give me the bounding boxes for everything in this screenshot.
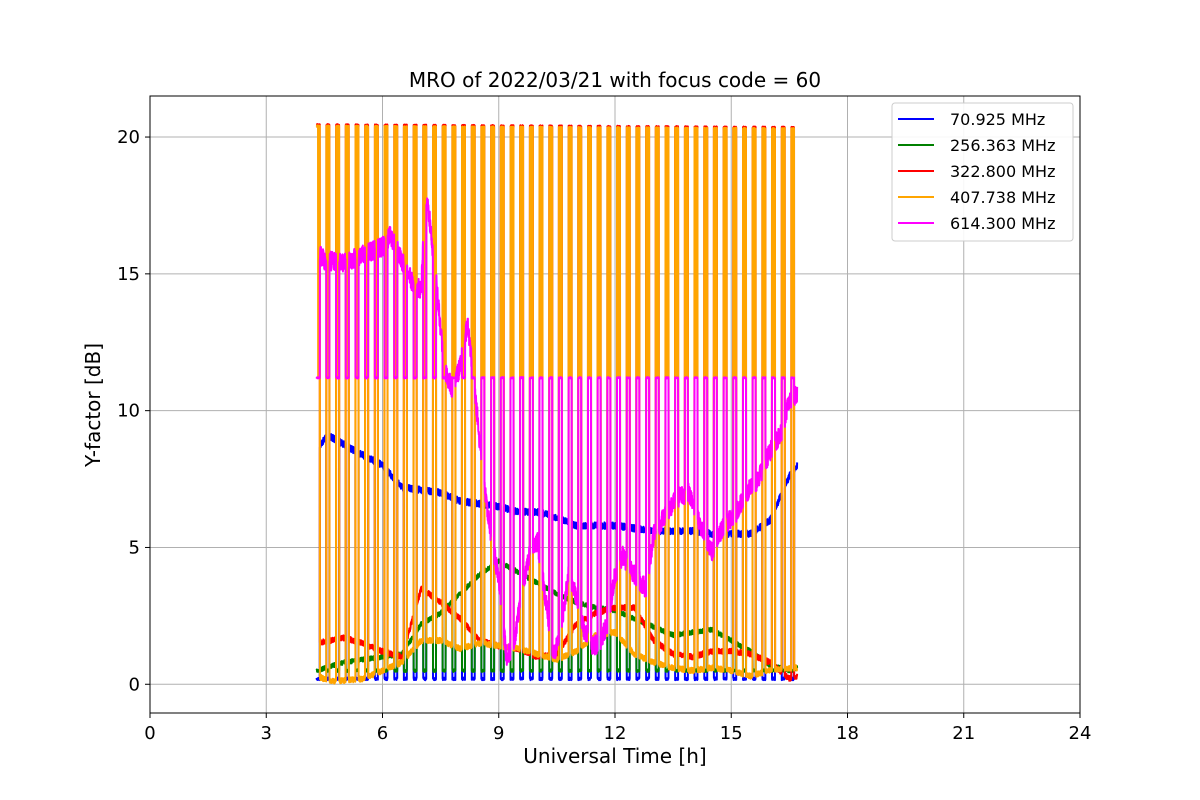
y-tick-label: 5 xyxy=(129,537,140,558)
legend-label-2: 322.800 MHz xyxy=(950,162,1055,181)
y-tick-label: 20 xyxy=(117,127,140,148)
x-tick-label: 18 xyxy=(836,723,859,744)
x-tick-label: 3 xyxy=(261,723,272,744)
legend-label-3: 407.738 MHz xyxy=(950,188,1055,207)
x-tick-label: 0 xyxy=(144,723,155,744)
y-tick-label: 15 xyxy=(117,264,140,285)
series-line-3 xyxy=(315,124,798,685)
chart-title: MRO of 2022/03/21 with focus code = 60 xyxy=(409,68,821,92)
legend-label-0: 70.925 MHz xyxy=(950,110,1045,129)
axis-ticks: 0 3 6 9 12 15 18 21 24 0 5 10 15 20 xyxy=(117,127,1091,744)
y-axis-title: Y-factor [dB] xyxy=(81,343,105,468)
x-tick-label: 9 xyxy=(493,723,504,744)
legend-box xyxy=(891,102,1074,242)
x-tick-label: 24 xyxy=(1069,723,1092,744)
x-tick-label: 6 xyxy=(377,723,388,744)
x-tick-label: 12 xyxy=(604,723,627,744)
x-axis-title: Universal Time [h] xyxy=(523,744,706,768)
x-tick-label: 21 xyxy=(952,723,975,744)
legend-label-1: 256.363 MHz xyxy=(950,136,1055,155)
y-tick-label: 0 xyxy=(129,674,140,695)
y-tick-label: 10 xyxy=(117,401,140,422)
x-tick-label: 15 xyxy=(720,723,743,744)
series-layer xyxy=(315,123,799,685)
series-line-4 xyxy=(315,197,799,666)
legend: 70.925 MHz 256.363 MHz 322.800 MHz 407.738 … xyxy=(891,102,1074,242)
legend-label-4: 614.300 MHz xyxy=(950,214,1055,233)
